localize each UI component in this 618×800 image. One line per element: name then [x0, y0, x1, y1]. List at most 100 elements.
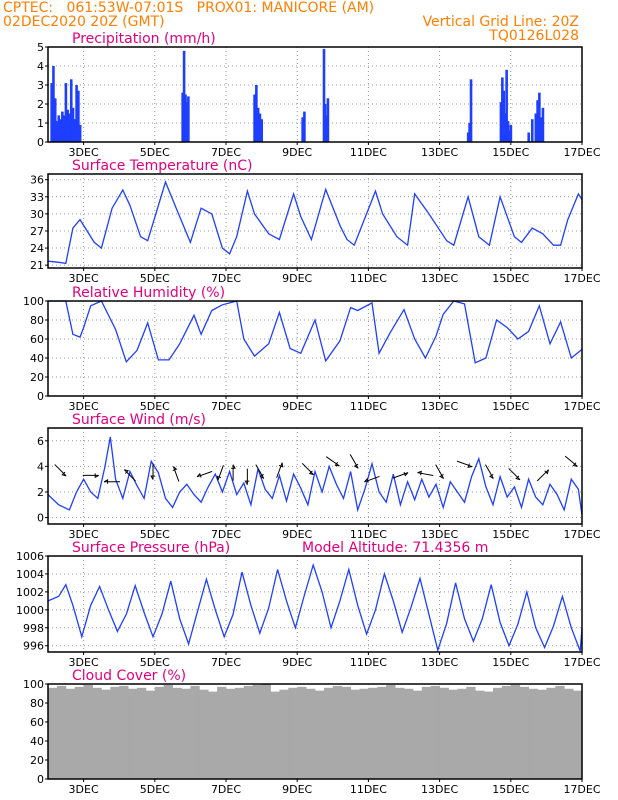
wind-arrow-head — [61, 471, 67, 477]
y-tick-label: 0 — [37, 512, 44, 525]
precip-bar — [69, 79, 73, 142]
precip-bar — [466, 132, 470, 142]
x-tick-label: 9DEC — [282, 400, 312, 413]
series-line — [47, 180, 583, 265]
cloud-bar — [519, 686, 529, 779]
cloud-bar — [243, 685, 254, 779]
precip-bar — [536, 100, 539, 142]
wind-arrow-head — [244, 480, 250, 485]
precip-bar — [326, 98, 330, 142]
x-tick-label: 7DEC — [211, 656, 241, 669]
panel-frame — [47, 46, 583, 143]
y-tick-label: 6 — [37, 435, 44, 448]
precip-bar — [184, 94, 187, 142]
panel-frame — [47, 300, 583, 397]
x-tick-label: 3DEC — [69, 146, 99, 159]
precip-bar — [64, 83, 68, 142]
precip-bar — [538, 92, 541, 142]
header-model-code: TQ0126L028 — [489, 28, 579, 44]
wind-arrow-head — [489, 473, 494, 479]
y-tick-label: 1 — [37, 117, 44, 130]
y-tick-label: 20 — [30, 754, 44, 767]
precip-bar — [256, 107, 260, 142]
x-tick-label: 17DEC — [563, 400, 600, 413]
precip-bar — [323, 104, 327, 142]
cloud-bar — [56, 685, 67, 779]
cloud-bar — [412, 690, 423, 779]
precip-bar — [78, 124, 82, 142]
cloud-bar — [74, 686, 84, 779]
cloud-bar — [279, 689, 289, 779]
x-tick-label: 9DEC — [282, 146, 312, 159]
y-tick-label: 60 — [30, 716, 44, 729]
x-tick-label: 5DEC — [140, 272, 170, 285]
precip-bar — [527, 132, 530, 142]
cloud-bar — [475, 690, 485, 779]
precip-bar — [258, 113, 262, 142]
y-tick-label: 80 — [30, 697, 44, 710]
y-tick-label: 4 — [37, 60, 44, 73]
x-tick-label: 17DEC — [563, 272, 600, 285]
precip-bar — [255, 85, 258, 142]
panel-title: Surface Wind (m/s) — [72, 412, 206, 428]
wind-arrow — [364, 475, 380, 483]
cloud-bar — [145, 690, 156, 779]
cloud-bar — [270, 691, 280, 779]
x-tick-label: 11DEC — [350, 783, 387, 796]
panel-title: Surface Pressure (hPa) — [72, 540, 230, 556]
cloud-bar — [421, 686, 432, 779]
x-tick-label: 17DEC — [563, 656, 600, 669]
precip-bar — [539, 117, 543, 142]
wind-arrow — [123, 469, 136, 482]
precip-bar — [509, 124, 513, 142]
precip-bar — [73, 119, 77, 142]
wind-arrow — [172, 466, 180, 482]
wind-arrow-head — [544, 469, 549, 475]
cloud-bar — [297, 686, 307, 779]
x-tick-label: 7DEC — [211, 146, 241, 159]
x-tick-label: 15DEC — [492, 272, 529, 285]
precip-bar — [303, 111, 306, 142]
x-tick-label: 5DEC — [140, 528, 170, 541]
precip-bar — [505, 69, 508, 142]
cloud-bar — [368, 687, 378, 779]
x-tick-label: 13DEC — [421, 528, 458, 541]
x-tick-label: 9DEC — [282, 656, 312, 669]
precip-bar — [530, 119, 534, 142]
model-altitude-label: Model Altitude: 71.4356 m — [302, 540, 488, 556]
y-tick-label: 27 — [30, 225, 44, 238]
y-tick-label: 80 — [30, 314, 44, 327]
cloud-bar — [466, 686, 476, 779]
panel-title: Precipitation (mm/h) — [72, 31, 216, 47]
cloud-bar — [48, 687, 58, 779]
x-tick-label: 3DEC — [69, 528, 99, 541]
wind-arrow-head — [259, 473, 265, 479]
precip-bar — [53, 98, 57, 142]
x-tick-label: 13DEC — [421, 272, 458, 285]
y-tick-label: 1000 — [16, 604, 44, 617]
x-tick-label: 11DEC — [350, 400, 387, 413]
cloud-bar — [181, 688, 191, 779]
precip-bar — [322, 48, 326, 142]
y-tick-label: 33 — [30, 191, 44, 204]
cloud-bar — [92, 687, 102, 779]
x-tick-label: 11DEC — [350, 272, 387, 285]
series-line — [47, 562, 583, 653]
x-tick-label: 3DEC — [69, 272, 99, 285]
cloud-bar — [448, 689, 458, 779]
cloud-bar — [404, 688, 414, 779]
y-tick-label: 1002 — [16, 586, 44, 599]
series-line — [48, 300, 583, 364]
wind-arrow-head — [124, 469, 130, 474]
wind-arrow-head — [278, 462, 284, 468]
precip-bar — [499, 102, 503, 142]
precip-bar — [185, 102, 189, 142]
cloud-bar — [190, 685, 200, 779]
x-tick-label: 3DEC — [69, 400, 99, 413]
x-tick-label: 11DEC — [350, 656, 387, 669]
x-tick-label: 13DEC — [421, 400, 458, 413]
y-tick-label: 2 — [37, 98, 44, 111]
cloud-bar — [377, 686, 387, 779]
precip-bar — [325, 115, 328, 142]
